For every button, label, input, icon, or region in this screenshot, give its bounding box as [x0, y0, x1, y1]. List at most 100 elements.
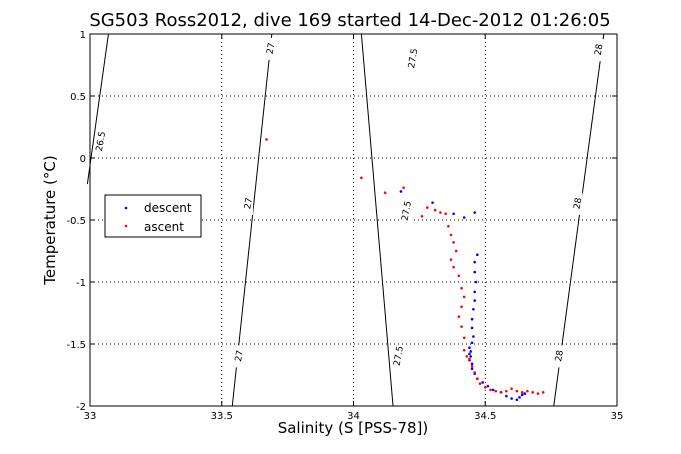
- contour-label-bg: [243, 192, 254, 215]
- ascent-point: [476, 377, 479, 381]
- ascent-point: [420, 214, 424, 218]
- ascent-point: [460, 305, 463, 309]
- ascent-point: [489, 388, 492, 392]
- descent-point: [470, 367, 474, 371]
- y-tick-label: -2: [76, 402, 86, 413]
- descent-point: [469, 355, 473, 358]
- contour-label-bg: [265, 37, 276, 60]
- ascent-point: [515, 389, 519, 393]
- ascent-point: [452, 265, 455, 269]
- x-tick-label: 34: [347, 411, 360, 422]
- ascent-point: [468, 357, 471, 361]
- ascent-point: [541, 391, 545, 394]
- descent-point: [491, 388, 495, 392]
- descent-point: [470, 341, 474, 345]
- x-tick-label: 35: [611, 411, 624, 422]
- descent-point: [468, 352, 471, 356]
- ascent-point: [460, 286, 463, 290]
- x-axis-label: Salinity (S [PSS-78]): [278, 419, 429, 437]
- descent-point: [473, 211, 477, 214]
- ascent-point: [452, 241, 455, 244]
- ascent-point: [449, 258, 453, 261]
- ascent-point: [526, 389, 529, 393]
- ascent-point: [478, 382, 482, 385]
- ascent-point: [510, 387, 513, 390]
- y-tick-label: 0.5: [70, 92, 86, 103]
- x-tick-label: 33.5: [211, 411, 233, 422]
- descent-point: [470, 326, 474, 330]
- descent-point: [452, 212, 455, 216]
- contour-label-bg: [407, 47, 418, 70]
- y-tick-label: 1: [80, 30, 86, 41]
- ascent-point: [460, 325, 463, 328]
- ascent-point: [447, 224, 450, 228]
- contour-label-bg: [572, 192, 583, 215]
- contour-label-bg: [554, 345, 565, 368]
- ascent-point: [439, 211, 442, 214]
- descent-point: [469, 350, 473, 353]
- legend-box: [104, 194, 202, 238]
- x-tick-label: 34.5: [474, 411, 496, 422]
- contour-label: 28: [554, 349, 566, 362]
- ascent-point: [499, 391, 503, 394]
- y-tick-label: 0: [80, 154, 86, 165]
- descent-point: [472, 307, 475, 311]
- ascent-point: [505, 389, 508, 393]
- descent-point: [468, 346, 471, 350]
- ascent-point: [457, 315, 461, 319]
- contour-label: 27.5: [393, 345, 406, 366]
- data-points: [265, 138, 545, 402]
- ascent-point: [425, 206, 429, 209]
- contour-label-bg: [593, 39, 604, 62]
- density-contour-28: [553, 33, 605, 407]
- legend-label-descent: descent: [144, 201, 192, 215]
- descent-point: [476, 253, 479, 257]
- ascent-point: [265, 138, 268, 141]
- y-axis-label: Temperature (°C): [41, 155, 59, 285]
- ascent-point: [462, 336, 466, 340]
- descent-point: [474, 280, 478, 284]
- descent-point: [473, 299, 477, 302]
- descent-point: [486, 384, 490, 388]
- ascent-point: [462, 348, 466, 352]
- descent-point: [523, 392, 527, 395]
- y-tick-label: -1.5: [66, 340, 86, 351]
- axis-ticks: 33 33.5 34 34.5 35 -2 -1.5 -1 -0.5 0 0.5 1: [66, 30, 623, 422]
- descent-point: [510, 397, 513, 400]
- ascent-point: [454, 249, 458, 253]
- x-tick-label: 33: [84, 411, 97, 422]
- y-tick-label: -0.5: [66, 216, 86, 227]
- contour-label: 27: [234, 350, 246, 363]
- descent-point: [462, 216, 466, 219]
- ascent-point: [494, 389, 498, 393]
- descent-point: [470, 362, 474, 366]
- legend-marker-ascent: [124, 224, 128, 228]
- descent-point: [472, 335, 475, 338]
- contour-label: 28: [573, 197, 585, 210]
- ascent-point: [449, 233, 453, 237]
- ascent-point: [473, 371, 477, 374]
- descent-point: [473, 270, 477, 274]
- contour-label: 27.5: [401, 200, 414, 221]
- ascent-point: [483, 386, 487, 389]
- chart-title: SG503 Ross2012, dive 169 started 14-Dec-…: [89, 10, 610, 31]
- contour-label: 27.5: [407, 48, 420, 69]
- ascent-point: [433, 208, 437, 212]
- ascent-point: [383, 191, 387, 195]
- ascent-point: [360, 176, 363, 180]
- ascent-point: [470, 365, 474, 368]
- legend-marker-descent: [124, 206, 128, 210]
- descent-point: [518, 396, 521, 399]
- ascent-point: [402, 186, 405, 190]
- legend-label-ascent: ascent: [144, 220, 184, 234]
- descent-point: [515, 398, 519, 402]
- descent-point: [470, 317, 474, 321]
- legend: descent ascent: [104, 194, 202, 238]
- descent-point: [473, 260, 477, 264]
- contour-label-bg: [95, 130, 106, 153]
- ascent-point: [536, 392, 540, 395]
- contour-label: 28: [594, 43, 606, 56]
- contour-label-bg: [393, 345, 404, 368]
- descent-point: [399, 190, 403, 193]
